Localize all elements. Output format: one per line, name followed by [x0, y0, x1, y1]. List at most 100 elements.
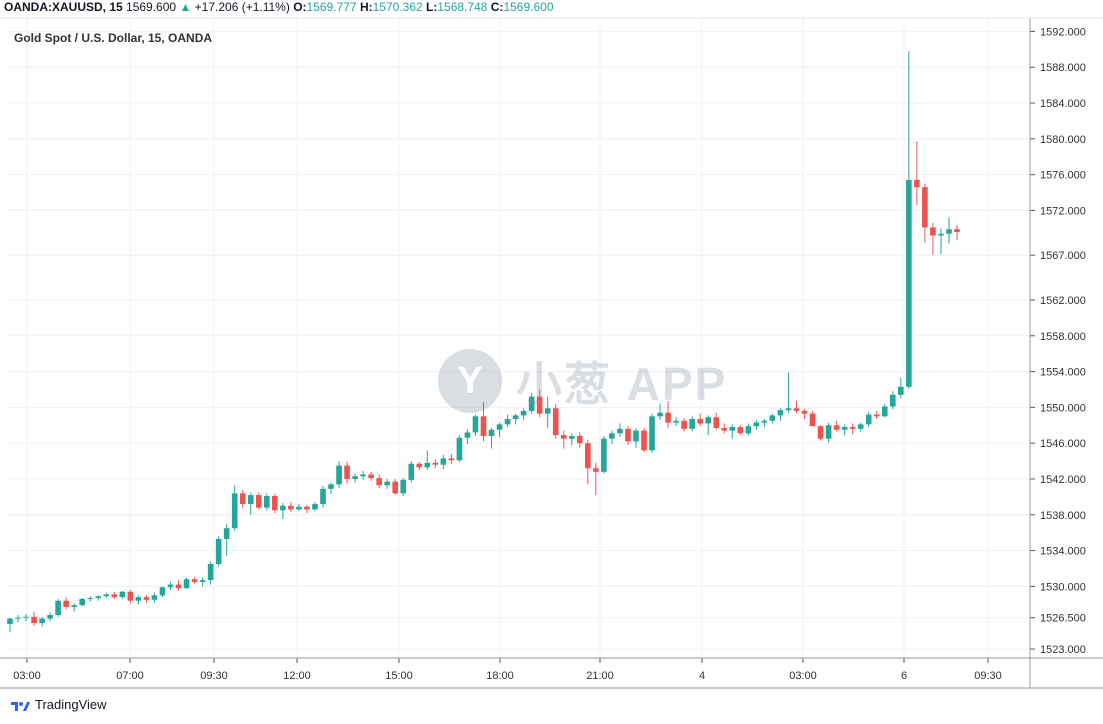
candle-body	[456, 437, 463, 461]
candle	[713, 412, 720, 430]
candle	[729, 424, 736, 439]
candle	[87, 596, 94, 602]
candle-body	[71, 605, 78, 607]
candle-body	[255, 495, 262, 508]
watermark: Y 小葱 APP	[438, 348, 727, 414]
candle-body	[617, 428, 623, 434]
candle-body	[930, 227, 936, 236]
candle-body	[87, 598, 94, 600]
candle	[344, 461, 350, 484]
candle	[954, 224, 960, 240]
candle-body	[304, 506, 310, 510]
candle	[841, 424, 848, 436]
candle-body	[745, 426, 752, 434]
candle	[55, 598, 61, 617]
candle	[456, 435, 463, 462]
candle	[440, 454, 447, 470]
candle	[938, 228, 944, 255]
tradingview-logo-icon	[11, 701, 30, 711]
candle	[247, 492, 254, 515]
candle	[368, 471, 374, 481]
candle-body	[39, 618, 45, 624]
candle-body	[552, 408, 559, 436]
candle-body	[239, 493, 246, 505]
candle	[769, 413, 776, 424]
candle	[312, 502, 318, 512]
candle	[199, 577, 206, 587]
candle-body	[576, 436, 583, 444]
candle	[914, 141, 920, 206]
candle-body	[914, 180, 920, 188]
candle	[39, 616, 45, 627]
y-tick-label: 1567.000	[1040, 250, 1086, 262]
chart-title: Gold Spot / U.S. Dollar, 15, OANDA	[14, 31, 213, 45]
candle	[568, 433, 575, 445]
candle	[183, 577, 190, 590]
candle-body	[881, 406, 888, 417]
candle	[496, 422, 503, 437]
candle	[63, 597, 69, 610]
candle	[296, 504, 302, 512]
candle	[857, 422, 864, 432]
candle	[488, 427, 495, 449]
low-label: L:	[426, 0, 438, 14]
tradingview-brand[interactable]: TradingView	[10, 697, 107, 712]
y-tick-label: 1592.000	[1040, 26, 1086, 38]
x-tick-label: 4	[699, 670, 705, 682]
x-tick-label: 12:00	[283, 670, 311, 682]
low-value: 1568.748	[437, 0, 488, 14]
candle-body	[199, 580, 206, 582]
candle-body	[223, 528, 230, 539]
candle-body	[440, 458, 447, 465]
candle-body	[938, 233, 944, 236]
candle-body	[721, 427, 728, 431]
candle	[633, 427, 639, 448]
candle-body	[898, 386, 904, 395]
candle-body	[432, 462, 439, 465]
candle	[215, 536, 222, 567]
candle	[7, 617, 13, 633]
candle-body	[448, 458, 455, 461]
candle-body	[159, 587, 166, 596]
candle	[745, 423, 752, 437]
candle	[328, 482, 334, 495]
candle	[464, 429, 471, 445]
candle	[576, 432, 583, 448]
candle-body	[103, 594, 110, 597]
open-value: 1569.777	[306, 0, 357, 14]
price-change: +17.206 (+1.11%)	[194, 0, 290, 14]
x-tick-label: 09:30	[974, 670, 1002, 682]
candle	[865, 411, 872, 428]
candle	[697, 413, 703, 427]
candle-body	[400, 479, 407, 494]
candle	[320, 486, 326, 508]
candle	[520, 408, 527, 420]
candle	[665, 401, 671, 428]
candle-body	[352, 476, 358, 479]
x-tick-label: 21:00	[586, 670, 614, 682]
y-tick-label: 1526.500	[1040, 613, 1086, 625]
y-tick-label: 1554.000	[1040, 367, 1086, 379]
candle-body	[857, 424, 864, 429]
close-value: 1569.600	[503, 0, 554, 14]
candle-body	[825, 425, 832, 439]
candle	[761, 419, 768, 428]
candle-body	[15, 617, 21, 619]
candle-body	[464, 432, 471, 438]
candle-body	[55, 600, 61, 616]
high-label: H:	[359, 0, 373, 14]
candle-body	[536, 396, 543, 414]
candle-body	[528, 396, 535, 411]
candle-body	[817, 426, 824, 439]
candle-body	[31, 616, 37, 624]
candle-body	[873, 414, 880, 417]
candle-body	[47, 615, 53, 619]
candle-body	[23, 616, 29, 618]
candle	[657, 403, 663, 420]
candle-body	[889, 394, 896, 407]
candle	[609, 430, 615, 445]
candle	[898, 377, 904, 399]
candle-body	[215, 538, 222, 565]
candle-body	[496, 424, 503, 430]
